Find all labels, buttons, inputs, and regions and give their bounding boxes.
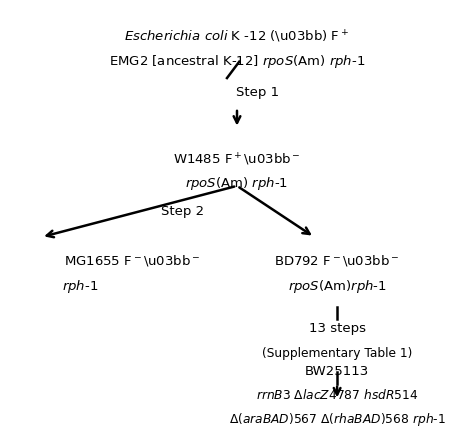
Text: MG1655 F$^-$\u03bb$^-$: MG1655 F$^-$\u03bb$^-$ [64, 253, 201, 268]
Text: EMG2 [ancestral K-12] $\mathit{rpoS}$(Am) $\mathit{rph}$-1: EMG2 [ancestral K-12] $\mathit{rpoS}$(Am… [109, 52, 365, 69]
Text: $\mathit{rph}$-1: $\mathit{rph}$-1 [62, 277, 98, 294]
Text: $\mathit{Escherichia\ coli}$ K -12 (\u03bb) F$^+$: $\mathit{Escherichia\ coli}$ K -12 (\u03… [124, 29, 350, 45]
Text: $\mathit{\Delta(araBAD)567}$ $\mathit{\Delta(rhaBAD)568}$ $\mathit{rph}$-1: $\mathit{\Delta(araBAD)567}$ $\mathit{\D… [228, 410, 446, 426]
Text: Step 1: Step 1 [236, 86, 279, 99]
Text: $\mathit{rpoS}$(Am) $\mathit{rph}$-1: $\mathit{rpoS}$(Am) $\mathit{rph}$-1 [185, 175, 289, 192]
Text: W1485 F$^+$\u03bb$^-$: W1485 F$^+$\u03bb$^-$ [173, 152, 301, 168]
Text: $\mathit{rrnB3}$ $\mathit{\Delta lacZ4787}$ $\mathit{hsdR514}$: $\mathit{rrnB3}$ $\mathit{\Delta lacZ478… [256, 387, 419, 401]
Text: BW25113: BW25113 [305, 364, 369, 377]
Text: Step 2: Step 2 [161, 204, 204, 217]
Text: $\mathit{rpoS}$(Am)$\mathit{rph}$-1: $\mathit{rpoS}$(Am)$\mathit{rph}$-1 [288, 277, 387, 294]
Text: 13 steps: 13 steps [309, 321, 365, 334]
Text: BD792 F$^-$\u03bb$^-$: BD792 F$^-$\u03bb$^-$ [274, 253, 400, 268]
Text: (Supplementary Table 1): (Supplementary Table 1) [262, 346, 412, 360]
